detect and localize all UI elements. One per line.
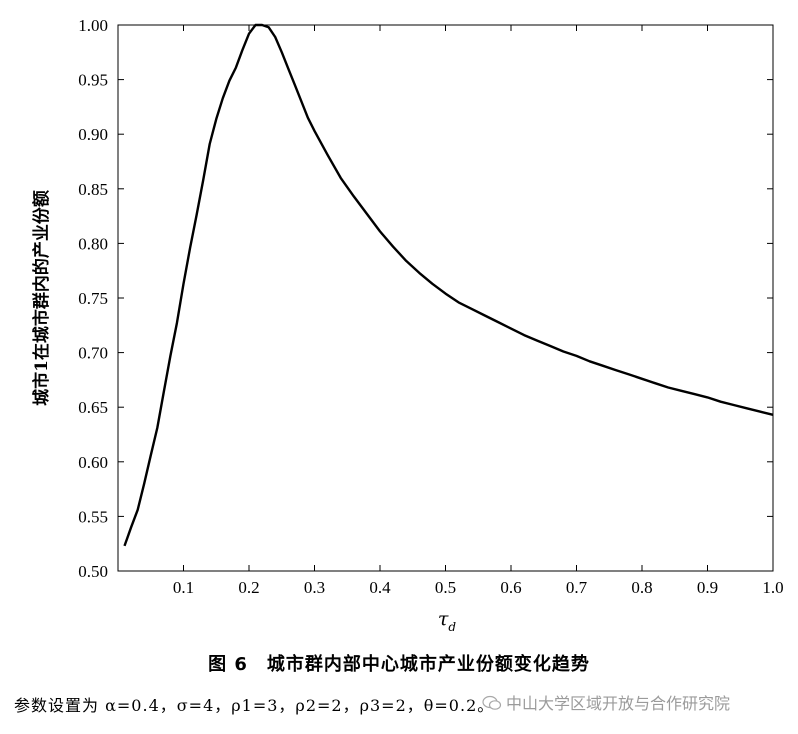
y-tick-label: 0.85 — [78, 180, 108, 199]
x-axis-label: τd — [438, 608, 457, 634]
x-tick-label: 0.4 — [369, 578, 391, 597]
y-tick-label: 0.90 — [78, 125, 108, 144]
x-tick-label: 0.1 — [173, 578, 194, 597]
x-tick-label: 0.7 — [566, 578, 588, 597]
x-tick-label: 1.0 — [762, 578, 783, 597]
x-tick-label: 0.2 — [238, 578, 259, 597]
plot-frame — [117, 24, 774, 572]
line-chart: 0.50 0.55 0.60 0.65 0.70 0.75 0.80 0.85 0.90 0.95… — [31, 16, 784, 634]
x-axis-label-subscript: d — [448, 620, 456, 634]
y-tick-label: 0.80 — [78, 234, 108, 253]
x-tick-label: 0.9 — [697, 578, 718, 597]
series-line — [123, 23, 774, 547]
x-axis-label-main: τ — [438, 608, 449, 630]
y-tick-label: 0.70 — [78, 344, 108, 363]
x-tick-label: 0.6 — [500, 578, 521, 597]
y-tick-label: 1.00 — [78, 16, 108, 35]
x-tick-label: 0.5 — [435, 578, 456, 597]
y-axis-ticks: 0.50 0.55 0.60 0.65 0.70 0.75 0.80 0.85 0.90 0.95… — [78, 16, 773, 581]
watermark-text: 中山大学区域开放与合作研究院 — [506, 694, 731, 713]
figure-caption: 图 6 城市群内部中心城市产业份额变化趋势 — [208, 654, 590, 675]
x-tick-label: 0.3 — [304, 578, 325, 597]
y-tick-label: 0.65 — [78, 398, 108, 417]
y-tick-label: 0.75 — [78, 289, 108, 308]
parameter-note: 参数设置为 α=0.4，σ=4，ρ1=3，ρ2=2，ρ3=2，θ=0.2。 — [14, 696, 495, 715]
y-tick-label: 0.55 — [78, 507, 108, 526]
x-axis-ticks: 0.1 0.2 0.3 0.4 0.5 0.6 0.7 0.8 0.9 1.0 — [173, 25, 784, 597]
y-tick-label: 0.60 — [78, 453, 108, 472]
y-tick-label: 0.50 — [78, 562, 108, 581]
y-axis-label: 城市1在城市群内的产业份额 — [31, 190, 52, 406]
wechat-icon — [482, 695, 502, 710]
y-tick-label: 0.95 — [78, 71, 108, 90]
x-tick-label: 0.8 — [631, 578, 652, 597]
watermark: 中山大学区域开放与合作研究院 — [482, 690, 730, 714]
